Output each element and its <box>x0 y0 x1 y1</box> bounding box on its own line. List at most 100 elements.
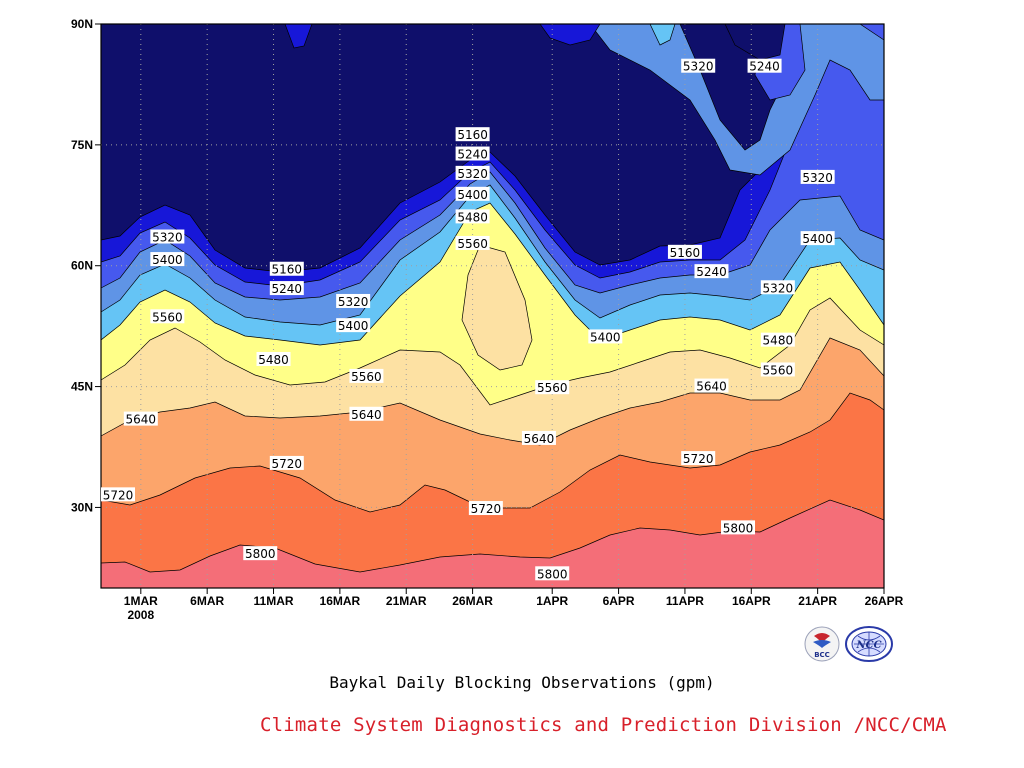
y-tick-label: 90N <box>71 17 93 31</box>
contour-label: 5640 <box>349 406 384 422</box>
y-tick-label: 45N <box>71 380 93 394</box>
y-tick-label: 60N <box>71 259 93 273</box>
contour-label-box <box>336 318 371 333</box>
contour-labels: 5160 5240 5320 5400 5480 5560 5320 5400 5560 5160… <box>101 58 835 581</box>
contour-label-box <box>150 252 185 267</box>
contour-label: 5640 <box>123 411 158 427</box>
contour-label: 5480 <box>760 332 795 348</box>
contour-label-value: 5720 <box>683 452 714 466</box>
contour-label-box <box>349 368 384 383</box>
contour-label: 5480 <box>256 351 291 367</box>
contour-label: 5720 <box>681 451 716 466</box>
contour-label-box <box>760 280 795 295</box>
contour-label: 5800 <box>243 546 278 561</box>
x-tick-label: 26MAR <box>452 594 493 608</box>
contour-label-value: 5560 <box>763 363 794 377</box>
contour-label: 5400 <box>800 231 835 246</box>
x-tick-label: 6MAR <box>190 594 224 608</box>
contour-label-value: 5560 <box>537 381 568 395</box>
contour-label: 5720 <box>269 455 304 471</box>
contour-label-box <box>667 244 702 259</box>
contour-label-box <box>800 169 835 184</box>
contour-label-box <box>455 127 490 142</box>
contour-label-value: 5160 <box>670 246 701 260</box>
contour-label-value: 5400 <box>338 319 369 333</box>
contour-label: 5320 <box>760 280 795 295</box>
contour-label: 5160 <box>455 127 490 142</box>
contour-label-box <box>694 264 729 279</box>
contour-label-value: 5560 <box>152 310 183 324</box>
contour-label-box <box>150 309 185 324</box>
x-tick-label: 21APR <box>798 594 837 608</box>
contour-label-value: 5400 <box>802 232 833 246</box>
contour-label: 5560 <box>150 309 185 324</box>
ncc-logo-label: NCC <box>855 640 881 651</box>
contour-label-box <box>269 261 304 276</box>
contour-label-value: 5160 <box>457 128 488 142</box>
contour-label-value: 5720 <box>471 502 502 516</box>
contour-label: 5640 <box>521 430 556 446</box>
contour-label: 5480 <box>455 209 490 224</box>
x-tick-label: 1MAR <box>124 594 158 608</box>
contour-label-box <box>747 58 782 73</box>
contour-band-5160-cap <box>724 24 786 61</box>
contour-label: 5320 <box>681 58 716 74</box>
contour-label-box <box>243 546 278 561</box>
contour-label: 5720 <box>468 501 503 516</box>
contour-label: 5240 <box>455 146 490 162</box>
contour-band-5320-hole <box>589 24 884 176</box>
contour-label-value: 5480 <box>763 334 794 348</box>
contour-label-box <box>455 209 490 224</box>
contour-label-box <box>455 186 490 201</box>
x-tick-label: 11MAR <box>254 594 294 608</box>
contour-label-value: 5560 <box>457 237 488 251</box>
contour-label: 5240 <box>269 281 304 296</box>
grid-lines <box>101 24 884 588</box>
x-tick-label: 26APR <box>865 594 904 608</box>
contour-label: 5800 <box>535 566 570 581</box>
contour-label: 5320 <box>455 165 490 181</box>
contour-label: 5320 <box>336 293 371 309</box>
contour-label-box <box>535 380 570 395</box>
contour-label-value: 5400 <box>152 253 183 267</box>
contour-label-value: 5320 <box>802 171 833 185</box>
contour-label-box <box>455 146 490 161</box>
contour-label-box <box>455 165 490 180</box>
contour-label-box <box>721 520 756 535</box>
contour-label: 5160 <box>667 244 702 260</box>
contour-label-box <box>269 455 304 470</box>
contour-label: 5240 <box>694 264 729 279</box>
contour-label-value: 5640 <box>696 380 727 394</box>
contour-band-5400-patch <box>649 24 676 46</box>
contour-label: 5400 <box>455 186 490 202</box>
contour-label: 5320 <box>150 229 185 245</box>
contour-label: 5560 <box>349 368 384 384</box>
contour-label: 5240 <box>747 58 782 74</box>
contour-label: 5640 <box>694 378 729 394</box>
contour-label-value: 5560 <box>351 370 382 384</box>
contour-label-value: 5240 <box>696 265 727 279</box>
plot-frame <box>100 23 885 589</box>
contour-label-value: 5480 <box>457 210 488 224</box>
contour-fills <box>101 24 884 588</box>
contour-label-value: 5640 <box>126 413 157 427</box>
contour-label: 5400 <box>336 318 371 333</box>
contour-label-value: 5320 <box>338 295 369 309</box>
contour-label-value: 5720 <box>272 457 303 471</box>
contour-label-box <box>535 566 570 581</box>
contour-label-box <box>681 58 716 73</box>
contour-band-5160-nub <box>284 24 313 49</box>
contour-label-value: 5320 <box>683 60 714 74</box>
x-tick-label: 16APR <box>732 594 771 608</box>
contour-label-value: 5400 <box>457 188 488 202</box>
contour-label: 5160 <box>269 261 304 277</box>
contour-label: 5560 <box>760 362 795 377</box>
contour-label-value: 5640 <box>524 432 555 446</box>
contour-label-value: 5480 <box>258 353 289 367</box>
contour-label-value: 5240 <box>749 60 780 74</box>
contour-label-box <box>521 430 556 445</box>
contour-label-value: 5400 <box>590 330 621 344</box>
contour-label-value: 5240 <box>457 148 488 162</box>
